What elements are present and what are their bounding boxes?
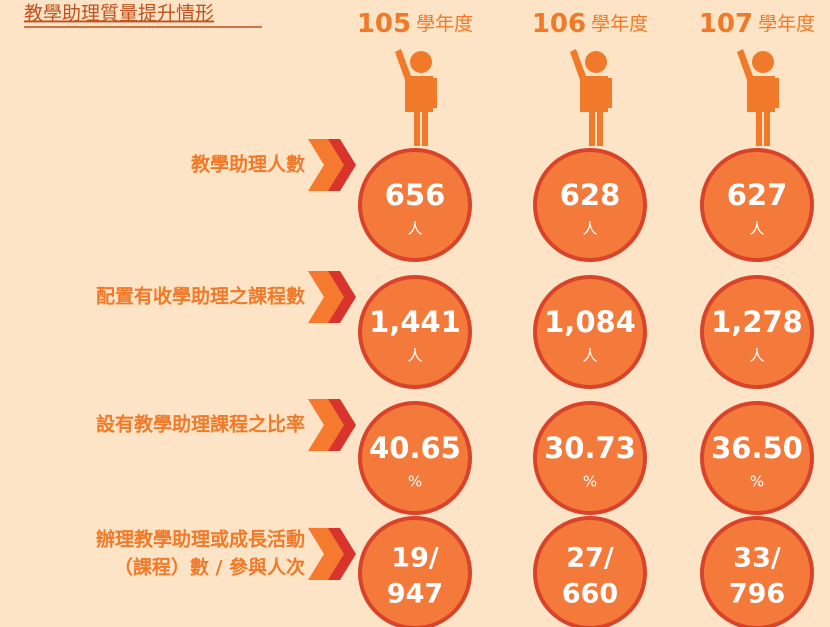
person-right-arm (608, 78, 612, 108)
total: 796 (729, 579, 785, 610)
person-arm (570, 49, 586, 80)
title: 教學助理質量提升情形 (24, 3, 214, 25)
person-icon (570, 49, 612, 146)
value: 1,278 (711, 305, 803, 339)
person-head (410, 51, 432, 73)
value: 1,084 (544, 305, 636, 339)
person-head (752, 51, 774, 73)
value-circle (700, 148, 814, 262)
value-circle (358, 401, 472, 515)
value-circle (533, 275, 647, 389)
person-body (405, 76, 433, 146)
unit: % (583, 473, 597, 491)
chevron-front (308, 399, 344, 451)
value-circle (700, 275, 814, 389)
unit: % (408, 473, 422, 491)
value-circle (700, 401, 814, 515)
row-label: 辦理教學助理或成長活動 (96, 528, 305, 551)
year-number: 105 (357, 9, 411, 39)
value-circle (358, 148, 472, 262)
person-right-arm (775, 78, 779, 108)
value: 628 (560, 178, 621, 212)
value: 627 (727, 178, 788, 212)
value: 36.50 (711, 431, 803, 465)
value: 33/ (733, 543, 781, 574)
value-circle (533, 401, 647, 515)
value-circle (358, 275, 472, 389)
person-arm (737, 49, 753, 80)
year-suffix: 學年度 (591, 13, 648, 35)
unit: 人 (407, 347, 422, 365)
row-label: 配置有收學助理之課程數 (96, 285, 305, 308)
value-circle (358, 516, 472, 627)
value-circle (700, 516, 814, 627)
year-number: 107 (699, 9, 753, 39)
year-header: 107 學年度 (699, 9, 815, 39)
value: 19/ (391, 543, 439, 574)
value: 27/ (566, 543, 614, 574)
unit: 人 (407, 220, 422, 238)
person-body (580, 76, 608, 146)
chevron-front (308, 139, 344, 191)
person-icon (395, 49, 437, 146)
year-suffix: 學年度 (416, 13, 473, 35)
value: 40.65 (369, 431, 461, 465)
person-right-arm (433, 78, 437, 108)
row-label: 教學助理人數 (191, 153, 305, 176)
unit: 人 (582, 220, 597, 238)
value-circle (533, 516, 647, 627)
year-header: 106 學年度 (532, 9, 648, 39)
chevron-front (308, 528, 344, 580)
chevron-front (308, 271, 344, 323)
year-header: 105 學年度 (357, 9, 473, 39)
unit: 人 (749, 220, 764, 238)
value-circle (533, 148, 647, 262)
unit: 人 (749, 347, 764, 365)
unit: % (750, 473, 764, 491)
person-arm (395, 49, 411, 80)
value: 30.73 (544, 431, 636, 465)
value: 1,441 (369, 305, 461, 339)
total: 660 (562, 579, 618, 610)
row-label: 設有教學助理課程之比率 (96, 413, 305, 436)
person-head (585, 51, 607, 73)
total: 947 (387, 579, 443, 610)
unit: 人 (582, 347, 597, 365)
year-suffix: 學年度 (758, 13, 815, 35)
person-icon (737, 49, 779, 146)
person-body (747, 76, 775, 146)
value: 656 (385, 178, 446, 212)
year-number: 106 (532, 9, 586, 39)
row-label: （課程）數 / 參與人次 (114, 556, 305, 579)
